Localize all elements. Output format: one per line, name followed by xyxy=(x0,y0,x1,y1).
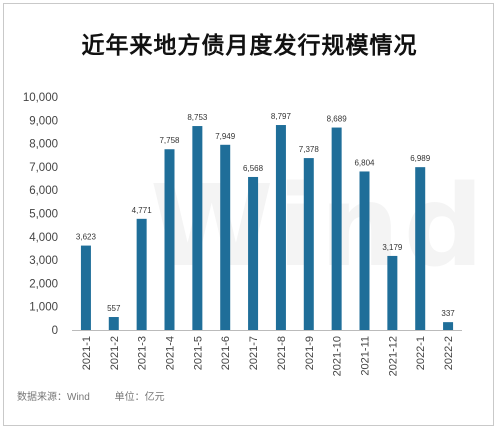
x-tick-label: 2021-1 xyxy=(81,336,93,370)
x-tick-label: 2021-8 xyxy=(276,336,288,370)
data-label: 8,753 xyxy=(187,113,208,122)
footer: 数据来源：Wind 单位：亿元 xyxy=(17,388,187,403)
y-tick-label: 5,000 xyxy=(29,209,58,221)
bar xyxy=(192,126,203,330)
y-tick-label: 7,000 xyxy=(29,162,58,174)
x-tick-label: 2022-2 xyxy=(443,336,455,370)
y-tick-label: 8,000 xyxy=(29,139,58,151)
x-tick-label: 2022-1 xyxy=(415,336,427,370)
bar xyxy=(136,218,147,330)
x-tick-label: 2021-3 xyxy=(137,336,149,370)
chart-title: 近年来地方债月度发行规模情况 xyxy=(81,33,418,59)
x-tick-label: 2021-2 xyxy=(109,336,121,370)
bar xyxy=(220,144,231,330)
y-tick-label: 2,000 xyxy=(29,278,58,290)
bar xyxy=(108,317,119,330)
y-tick-label: 1,000 xyxy=(29,302,58,314)
bar xyxy=(387,255,398,330)
bar xyxy=(248,176,259,330)
data-label: 6,804 xyxy=(354,158,375,167)
data-label: 3,623 xyxy=(76,233,97,242)
data-label: 6,568 xyxy=(243,164,264,173)
x-axis: 2021-1 2021-2 2021-3 2021-4 2021-5 2021-6 2021… xyxy=(72,330,462,376)
y-axis: 0 1,000 2,000 3,000 4,000 5,000 6,000 7,000 8,00… xyxy=(23,92,58,337)
data-label: 4,771 xyxy=(132,206,153,215)
x-tick-label: 2021-9 xyxy=(304,336,316,370)
data-label: 7,378 xyxy=(299,145,320,154)
bars: 3,623 557 4,771 7,758 8,753 7,949 6,568 8,797 7,… xyxy=(76,112,455,331)
data-label: 337 xyxy=(441,309,455,318)
x-tick-label: 2021-5 xyxy=(192,336,204,370)
data-label: 7,758 xyxy=(159,136,180,145)
x-tick-label: 2021-12 xyxy=(387,336,399,376)
data-label: 7,949 xyxy=(215,132,236,141)
y-tick-label: 9,000 xyxy=(29,115,58,127)
x-tick-label: 2021-11 xyxy=(360,336,372,376)
unit-label: 单位：亿元 xyxy=(114,392,165,403)
bar xyxy=(359,171,370,330)
bar xyxy=(331,127,342,331)
data-label: 557 xyxy=(107,304,121,313)
data-source: 数据来源：Wind xyxy=(17,392,90,403)
bar xyxy=(80,245,91,330)
y-tick-label: 3,000 xyxy=(29,255,58,267)
bar xyxy=(275,125,286,330)
x-tick-label: 2021-4 xyxy=(165,336,177,370)
data-label: 8,689 xyxy=(327,115,348,124)
y-tick-label: 10,000 xyxy=(23,92,58,104)
x-tick-label: 2021-7 xyxy=(248,336,260,370)
y-tick-label: 0 xyxy=(52,325,58,337)
x-tick-label: 2021-10 xyxy=(332,336,344,376)
data-label: 6,989 xyxy=(410,154,431,163)
x-tick-label: 2021-6 xyxy=(220,336,232,370)
data-label: 8,797 xyxy=(271,112,292,121)
bar xyxy=(303,158,314,330)
y-tick-label: 4,000 xyxy=(29,232,58,244)
bar xyxy=(164,149,175,330)
bar xyxy=(443,322,454,330)
bar xyxy=(415,167,426,330)
data-label: 3,179 xyxy=(382,243,403,252)
y-tick-label: 6,000 xyxy=(29,185,58,197)
